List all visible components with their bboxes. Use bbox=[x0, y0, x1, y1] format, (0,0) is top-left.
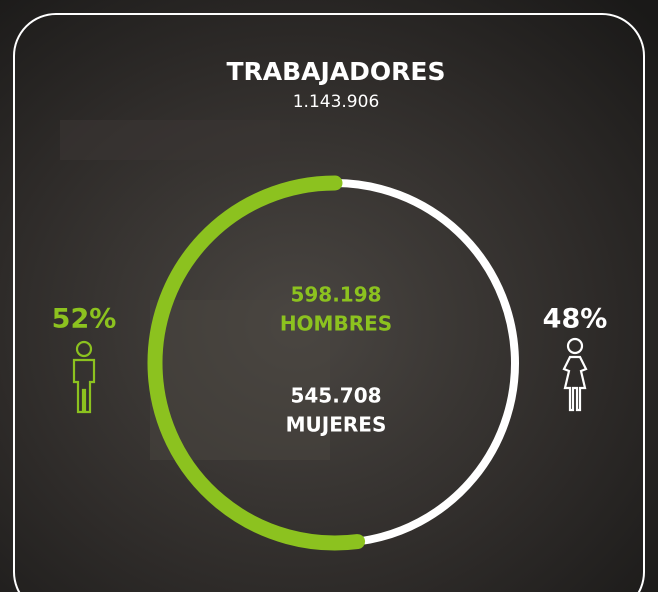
percent-label: 48% bbox=[543, 304, 608, 335]
category-label: HOMBRES bbox=[280, 312, 392, 336]
count-label: 545.708 bbox=[290, 384, 381, 408]
category-label: MUJERES bbox=[286, 413, 387, 437]
infographic: TRABAJADORES 1.143.906 52% 48% 598.198 H… bbox=[0, 0, 658, 592]
background-shape bbox=[60, 120, 280, 160]
total: 1.143.906 bbox=[293, 92, 380, 112]
title: TRABAJADORES bbox=[226, 57, 445, 86]
count-label: 598.198 bbox=[290, 283, 381, 307]
page: {"chart_data": {"type": "donut", "title"… bbox=[0, 0, 658, 592]
percent-label: 52% bbox=[52, 304, 117, 335]
